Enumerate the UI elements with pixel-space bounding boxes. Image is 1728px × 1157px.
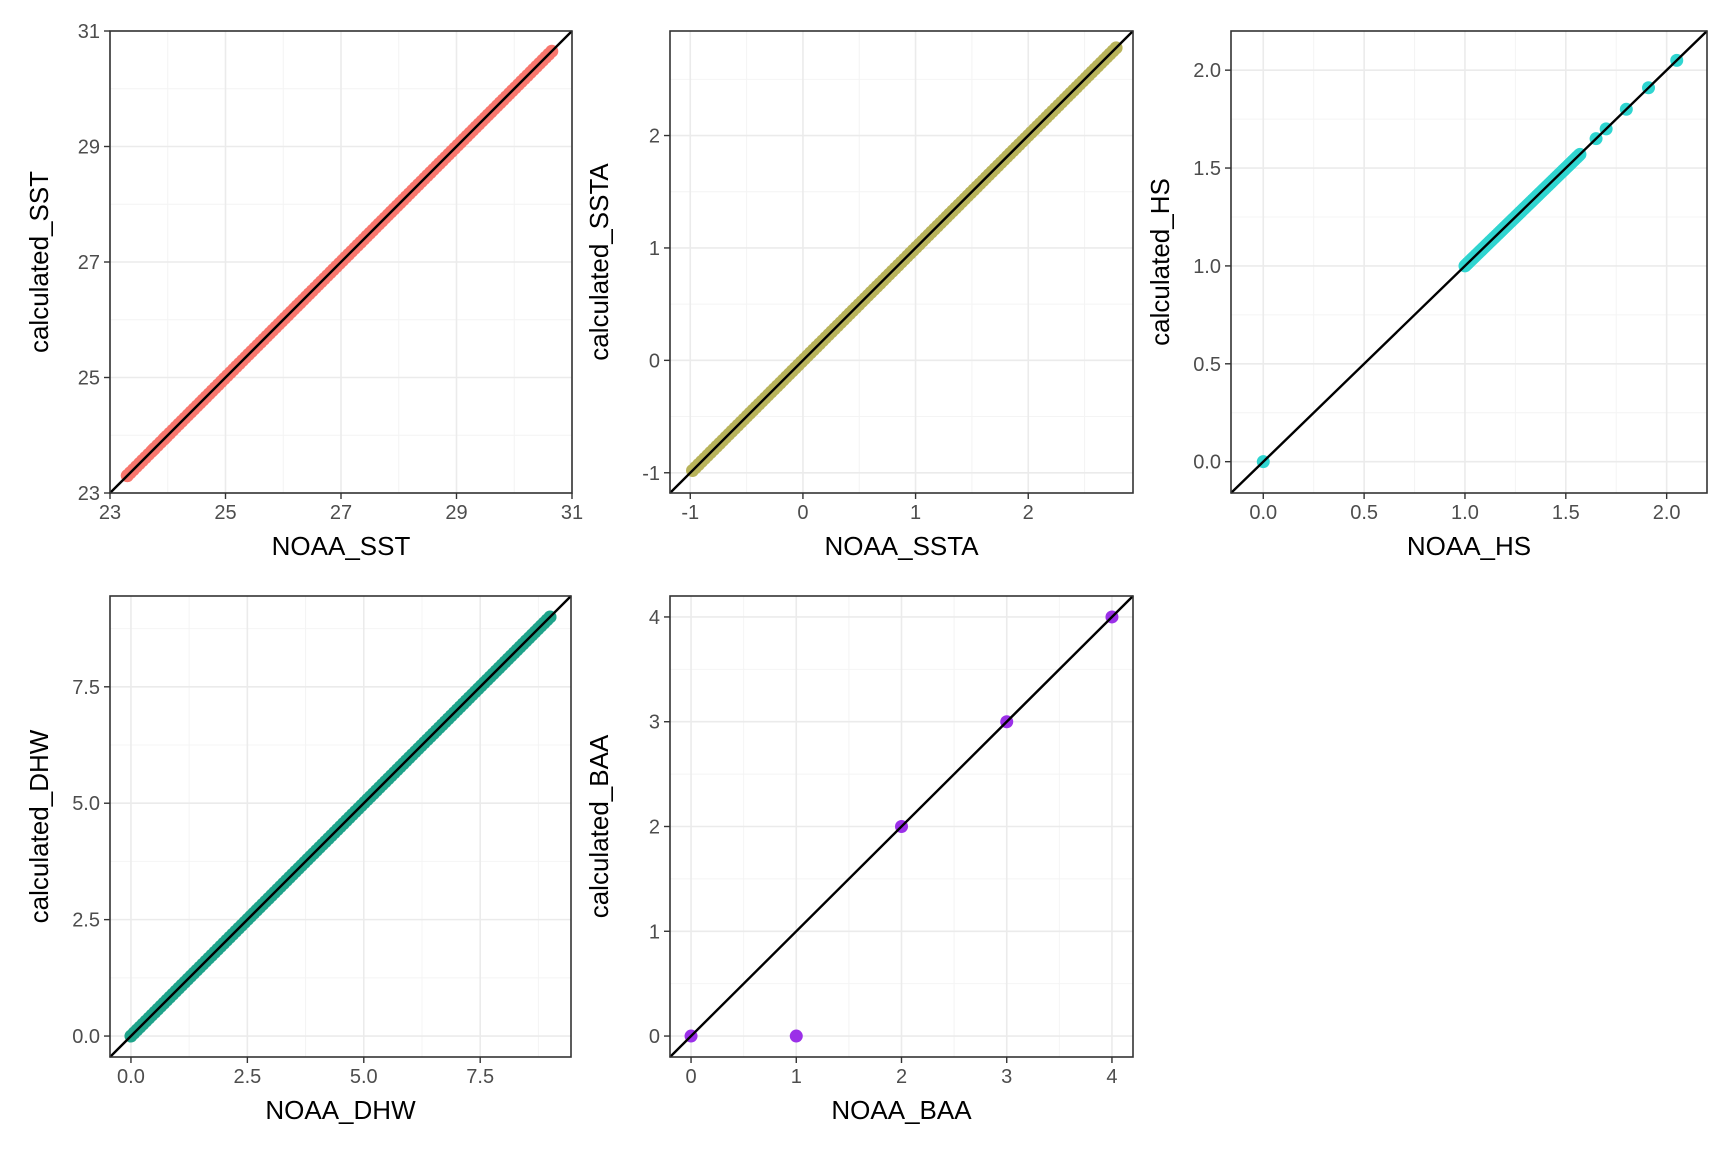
y-tick-label: 0.0 [72,1026,100,1048]
panel-border [109,595,572,1058]
y-axis: 0.0 0.5 1.0 1.5 2.0 [1193,60,1231,474]
gridlines [670,31,1133,493]
x-tick-label: 1 [791,1066,802,1088]
y-tick-label: -1 [642,463,660,485]
y-axis-title: calculated_BAA [584,734,614,918]
panel-ssta: -1 0 1 2 -1 0 1 2 NOAA_SSTA calculated_SSTA [584,30,1134,561]
identity-reference-line [669,30,1134,494]
x-tick-label: 1.5 [1552,502,1580,524]
panel-hs: 0.0 0.5 1.0 1.5 2.0 0.0 0.5 1.0 1.5 2.0 NOAA_HS cal… [1145,30,1708,561]
y-tick-label: 5.0 [72,793,100,815]
x-tick-label: 4 [1106,1066,1117,1088]
x-tick-label: 5.0 [350,1066,378,1088]
panel-baa: 0 1 2 3 4 0 1 2 3 4 NOAA_BAA calculated_BAA [584,595,1134,1125]
panel-dhw: 0.0 2.5 5.0 7.5 0.0 2.5 5.0 7.5 NOAA_DHW calculat… [24,595,572,1125]
x-axis: -1 0 1 2 [681,493,1034,524]
y-tick-label: 4 [649,607,660,629]
x-axis-title: NOAA_SST [272,531,411,561]
y-axis-title: calculated_DHW [24,729,54,923]
y-axis-title: calculated_HS [1145,178,1175,346]
x-tick-label: 2 [896,1066,907,1088]
x-tick-label: 2.5 [233,1066,261,1088]
x-tick-label: 3 [1001,1066,1012,1088]
x-tick-label: 23 [99,502,121,524]
data-point [789,1029,803,1043]
x-axis: 23 25 27 29 31 [99,493,583,524]
y-axis-title: calculated_SST [24,171,54,353]
x-axis-title: NOAA_SSTA [824,531,979,561]
panel-border [1230,30,1708,494]
x-tick-label: 0.0 [1249,502,1277,524]
y-axis: 23 25 27 29 31 [78,21,110,505]
y-tick-label: 3 [649,712,660,734]
x-axis-title: NOAA_BAA [831,1095,972,1125]
y-tick-label: 1.5 [1193,158,1221,180]
identity-reference-line [1230,30,1708,494]
x-tick-label: 31 [561,502,583,524]
y-tick-label: 7.5 [72,677,100,699]
x-tick-label: 7.5 [466,1066,494,1088]
y-axis-title: calculated_SSTA [584,163,614,361]
panel-sst: 23 25 27 29 31 23 25 27 29 31 NOAA_SST calculated_S… [24,21,583,561]
identity-reference-line [109,30,573,494]
x-tick-label: 25 [214,502,236,524]
y-tick-label: 1 [649,921,660,943]
y-axis: -1 0 1 2 [642,126,670,485]
y-axis: 0 1 2 3 4 [649,607,670,1048]
y-tick-label: 25 [78,368,100,390]
y-tick-label: 2 [649,817,660,839]
x-axis: 0.0 0.5 1.0 1.5 2.0 [1249,493,1681,524]
y-tick-label: 1.0 [1193,256,1221,278]
x-tick-label: 1 [910,502,921,524]
x-tick-label: 27 [330,502,352,524]
gridlines [1231,31,1707,493]
x-tick-label: 0.0 [117,1066,145,1088]
y-tick-label: 23 [78,483,100,505]
x-tick-label: 1.0 [1451,502,1479,524]
y-tick-label: 0 [649,350,660,372]
y-tick-label: 29 [78,137,100,159]
y-tick-label: 0 [649,1026,660,1048]
x-tick-label: -1 [681,502,699,524]
x-tick-label: 2 [1023,502,1034,524]
x-axis: 0.0 2.5 5.0 7.5 [117,1057,494,1088]
y-tick-label: 0.0 [1193,452,1221,474]
x-tick-label: 2.0 [1653,502,1681,524]
x-tick-label: 0 [685,1066,696,1088]
y-tick-label: 2 [649,126,660,148]
x-axis-title: NOAA_HS [1407,531,1531,561]
panel-border [669,30,1134,494]
y-axis: 0.0 2.5 5.0 7.5 [72,677,110,1048]
x-tick-label: 0.5 [1350,502,1378,524]
x-axis-title: NOAA_DHW [265,1095,416,1125]
identity-reference-line [109,595,572,1058]
y-tick-label: 1 [649,238,660,260]
y-tick-label: 2.5 [72,910,100,932]
y-tick-label: 31 [78,21,100,43]
x-axis: 0 1 2 3 4 [685,1057,1118,1088]
y-tick-label: 0.5 [1193,354,1221,376]
identity-reference-line [669,595,1134,1058]
gridlines [110,596,571,1057]
x-tick-label: 29 [445,502,467,524]
y-tick-label: 27 [78,252,100,274]
y-tick-label: 2.0 [1193,60,1221,82]
x-tick-label: 0 [797,502,808,524]
